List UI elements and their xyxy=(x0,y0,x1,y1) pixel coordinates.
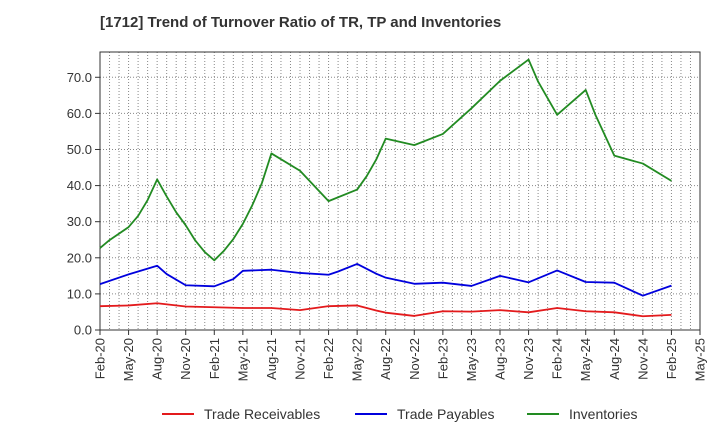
x-axis-ticks: Feb-20 May-20 Aug-20 Nov-20 Feb-21 May-21 Aug-… xyxy=(93,338,708,381)
x-tick-label: Aug-21 xyxy=(264,338,279,380)
x-tick-label: Aug-20 xyxy=(150,338,165,380)
x-tick-label: May-20 xyxy=(121,338,136,381)
y-tick-label: 40.0 xyxy=(67,178,92,193)
y-tick-label: 60.0 xyxy=(67,106,92,121)
legend: Trade Receivables Trade Payables Inventori… xyxy=(162,406,637,422)
y-tick-label: 30.0 xyxy=(67,214,92,229)
y-tick-label: 10.0 xyxy=(67,286,92,301)
x-tick-label: Feb-25 xyxy=(664,338,679,379)
series-lines xyxy=(99,58,672,318)
y-tick-label: 50.0 xyxy=(67,142,92,157)
series-line-inventories xyxy=(99,58,672,262)
x-tick-label: May-25 xyxy=(693,338,708,381)
x-tick-label: Feb-24 xyxy=(550,338,565,379)
y-axis-ticks: 0.0 10.0 20.0 30.0 40.0 50.0 60.0 70.0 xyxy=(67,70,92,338)
x-tick-label: Nov-23 xyxy=(521,338,536,380)
series-line-trade-receivables xyxy=(99,302,672,318)
chart-title: [1712] Trend of Turnover Ratio of TR, TP… xyxy=(100,14,502,31)
grid-lines xyxy=(100,52,700,330)
y-tick-label: 70.0 xyxy=(67,70,92,85)
legend-label: Trade Receivables xyxy=(204,406,320,422)
x-tick-label: Aug-22 xyxy=(378,338,393,380)
legend-label: Inventories xyxy=(569,406,637,422)
y-tick-label: 20.0 xyxy=(67,250,92,265)
y-tick-label: 0.0 xyxy=(74,323,92,338)
x-tick-label: Feb-22 xyxy=(321,338,336,379)
x-tick-label: Nov-24 xyxy=(635,338,650,380)
x-tick-label: Aug-24 xyxy=(607,338,622,380)
x-tick-label: Feb-23 xyxy=(435,338,450,379)
x-tick-label: Nov-20 xyxy=(178,338,193,380)
legend-label: Trade Payables xyxy=(397,406,495,422)
plot-frame xyxy=(99,51,701,331)
axes xyxy=(95,51,701,335)
x-tick-label: May-21 xyxy=(235,338,250,381)
x-tick-label: May-22 xyxy=(350,338,365,381)
x-tick-label: Feb-20 xyxy=(93,338,108,379)
x-tick-label: May-24 xyxy=(578,338,593,381)
x-tick-label: May-23 xyxy=(464,338,479,381)
x-tick-label: Feb-21 xyxy=(207,338,222,379)
x-tick-label: Nov-21 xyxy=(293,338,308,380)
series-line-trade-payables xyxy=(99,263,672,297)
x-tick-label: Nov-22 xyxy=(407,338,422,380)
x-tick-label: Aug-23 xyxy=(493,338,508,380)
